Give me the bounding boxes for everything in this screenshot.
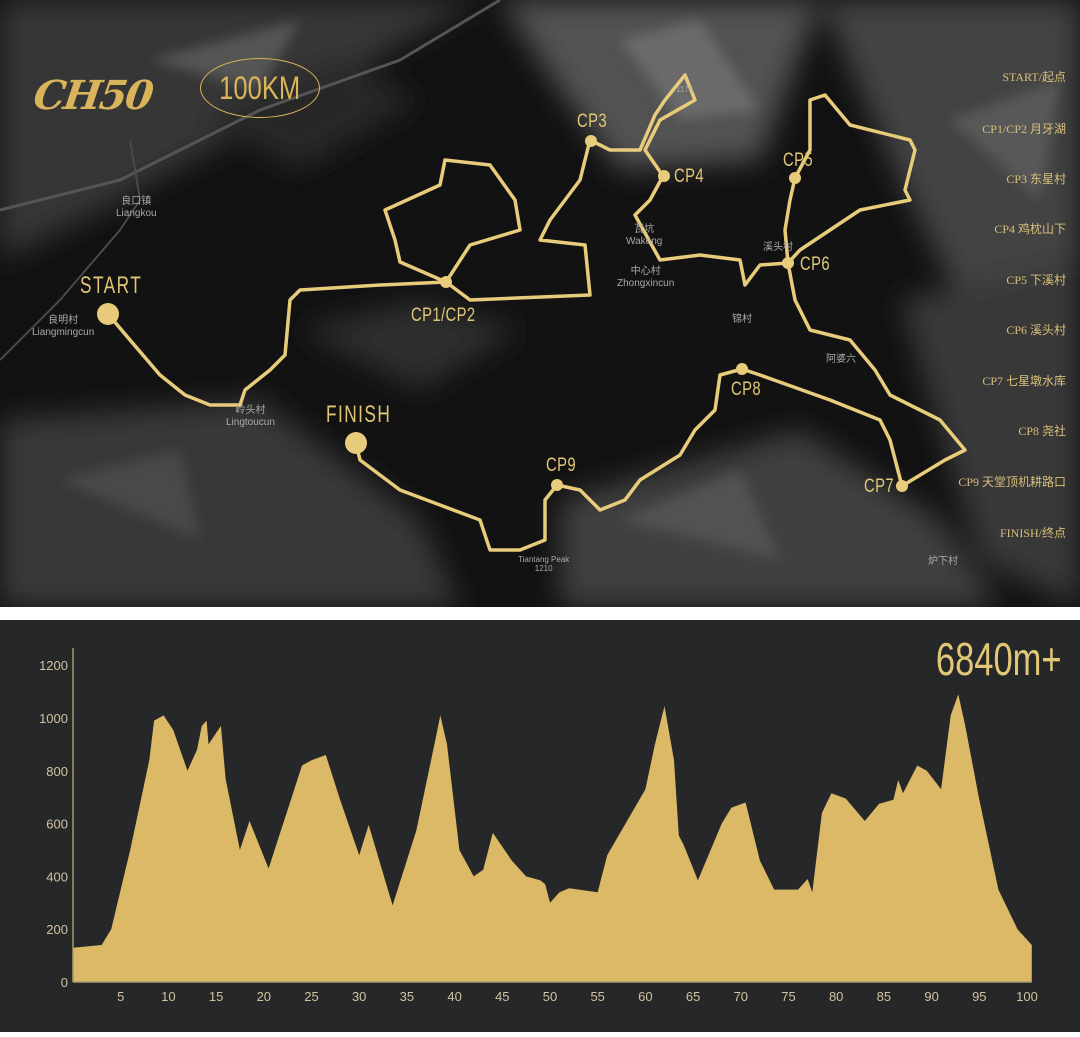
cp6-label: CP6 bbox=[800, 254, 831, 275]
x-tick-label: 10 bbox=[161, 989, 175, 1004]
x-tick-label: 90 bbox=[924, 989, 938, 1004]
place-label: 中心村 Zhongxincun bbox=[617, 266, 675, 289]
x-tick-label: 75 bbox=[781, 989, 795, 1004]
cp8-marker[interactable] bbox=[736, 363, 748, 375]
x-tick-label: 80 bbox=[829, 989, 843, 1004]
place-label: 锦村 bbox=[732, 314, 752, 325]
y-tick-label: 0 bbox=[61, 975, 68, 990]
cp5-label: CP5 bbox=[783, 150, 814, 171]
finish-marker[interactable] bbox=[345, 432, 367, 454]
legend-item: CP1/CP2 月牙湖 bbox=[982, 122, 1066, 136]
x-tick-label: 35 bbox=[400, 989, 414, 1004]
race-route bbox=[106, 73, 967, 552]
elevation-profile: 6840m+ 0 200 400 600 800 1000 1200 5 10 15 20 25 30 3… bbox=[0, 620, 1080, 1032]
start-label: START bbox=[80, 272, 143, 299]
x-tick-label: 30 bbox=[352, 989, 366, 1004]
x-tick-label: 15 bbox=[209, 989, 223, 1004]
route-map: CH50 100KM START FINISH CP1/CP2 CP3 CP4 … bbox=[0, 0, 1080, 607]
place-label: 阿婆六 bbox=[826, 354, 856, 365]
cp3-label: CP3 bbox=[577, 111, 608, 132]
legend-item: FINISH/终点 bbox=[999, 526, 1066, 540]
place-label: 瓦坑 Wakeng bbox=[626, 224, 663, 247]
map-terrain bbox=[0, 0, 1080, 607]
x-tick-label: 40 bbox=[447, 989, 461, 1004]
legend-item: CP7 七星墩水库 bbox=[982, 374, 1066, 388]
x-tick-label: 95 bbox=[972, 989, 986, 1004]
elevation-chart: 0 200 400 600 800 1000 1200 5 10 15 20 25 30 35 40 45 50… bbox=[39, 648, 1038, 1004]
place-label: 岭头村 Lingtoucun bbox=[226, 405, 275, 428]
place-label: 良口镇 Liangkou bbox=[116, 196, 157, 219]
cp4-label: CP4 bbox=[674, 166, 705, 187]
legend-item: CP8 尧社 bbox=[1018, 424, 1066, 438]
x-tick-label: 50 bbox=[543, 989, 557, 1004]
place-label: 炉下村 bbox=[928, 556, 958, 567]
x-tick-label: 70 bbox=[734, 989, 748, 1004]
cp7-label: CP7 bbox=[864, 476, 895, 497]
elevation-area bbox=[73, 694, 1032, 982]
cp6-marker[interactable] bbox=[782, 257, 794, 269]
legend-item: START/起点 bbox=[1002, 70, 1066, 84]
x-tick-label: 85 bbox=[877, 989, 891, 1004]
x-tick-label: 5 bbox=[117, 989, 124, 1004]
cp9-marker[interactable] bbox=[551, 479, 563, 491]
cp5-marker[interactable] bbox=[789, 172, 801, 184]
legend-item: CP4 鸡枕山下 bbox=[994, 222, 1066, 236]
x-tick-label: 60 bbox=[638, 989, 652, 1004]
cp8-label: CP8 bbox=[731, 379, 762, 400]
x-tick-label: 55 bbox=[590, 989, 604, 1004]
place-label: 溪头村 bbox=[763, 242, 793, 253]
x-tick-label: 100 bbox=[1016, 989, 1038, 1004]
cp7-marker[interactable] bbox=[896, 480, 908, 492]
y-tick-label: 200 bbox=[46, 922, 68, 937]
legend-item: CP5 下溪村 bbox=[1006, 273, 1066, 287]
total-elevation-gain: 6840m+ bbox=[936, 633, 1062, 685]
y-tick-label: 400 bbox=[46, 869, 68, 884]
start-marker[interactable] bbox=[97, 303, 119, 325]
cp3-marker[interactable] bbox=[585, 135, 597, 147]
finish-label: FINISH bbox=[326, 401, 392, 428]
cp1-cp2-marker[interactable] bbox=[440, 276, 452, 288]
x-tick-label: 20 bbox=[257, 989, 271, 1004]
cp9-label: CP9 bbox=[546, 455, 577, 476]
y-tick-label: 800 bbox=[46, 764, 68, 779]
distance-badge: 100KM bbox=[200, 58, 320, 118]
legend-item: CP9 天堂顶机耕路口 bbox=[958, 475, 1066, 489]
y-tick-label: 600 bbox=[46, 817, 68, 832]
cp1-cp2-label: CP1/CP2 bbox=[411, 305, 476, 326]
race-logo: CH50 bbox=[30, 72, 155, 119]
cp4-marker[interactable] bbox=[658, 170, 670, 182]
y-tick-label: 1000 bbox=[39, 711, 68, 726]
place-label: 良明村 Liangmingcun bbox=[32, 315, 95, 338]
x-tick-label: 65 bbox=[686, 989, 700, 1004]
y-tick-label: 1200 bbox=[39, 658, 68, 673]
peak-label: Tiantang Peak 1210 bbox=[518, 555, 570, 573]
x-tick-label: 25 bbox=[304, 989, 318, 1004]
x-tick-label: 45 bbox=[495, 989, 509, 1004]
legend-item: CP3 东星村 bbox=[1006, 172, 1066, 186]
legend-item: CP6 溪头村 bbox=[1006, 323, 1066, 337]
peak-label: 1175 bbox=[676, 85, 694, 94]
